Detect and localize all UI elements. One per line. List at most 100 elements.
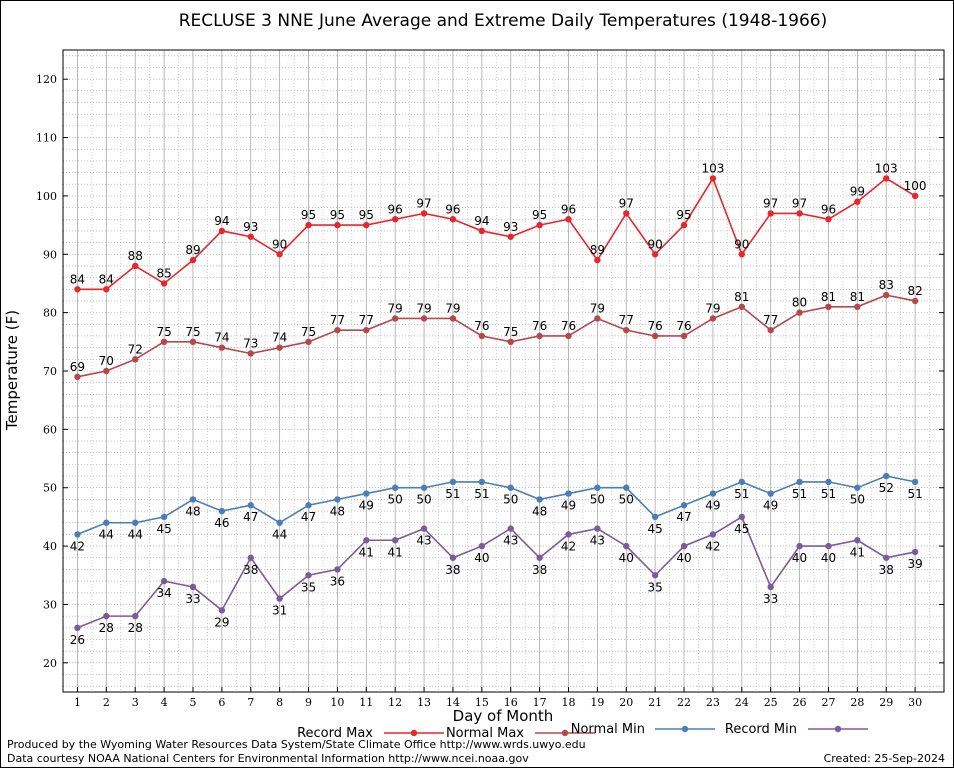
- data-label-record-min: 39: [907, 557, 922, 571]
- data-point-normal-min: [74, 531, 81, 538]
- data-point-normal-max: [449, 315, 457, 322]
- x-tick-label: 19: [590, 696, 604, 709]
- data-label-normal-min: 51: [445, 487, 460, 501]
- data-point-record-max: [911, 192, 919, 200]
- data-point-normal-min: [796, 478, 803, 486]
- x-tick-label: 15: [475, 696, 489, 709]
- x-tick-label: 27: [821, 696, 835, 709]
- data-label-record-min: 45: [734, 522, 749, 536]
- data-label-record-max: 88: [128, 249, 143, 263]
- data-point-normal-min: [507, 484, 514, 491]
- data-point-normal-min: [160, 513, 168, 521]
- data-label-normal-min: 49: [359, 499, 374, 513]
- legend: Record Max Normal Max Normal Min Record Min: [297, 722, 868, 741]
- data-label-normal-max: 81: [850, 290, 865, 304]
- data-label-record-min: 34: [156, 586, 171, 600]
- x-tick-label: 23: [706, 696, 720, 709]
- data-label-normal-max: 75: [503, 325, 518, 339]
- x-tick-label: 26: [793, 696, 807, 709]
- data-point-record-max: [565, 216, 572, 223]
- data-point-normal-min: [911, 478, 919, 486]
- data-point-record-max: [825, 216, 832, 223]
- legend-item-normal-min: Normal Min: [571, 722, 715, 737]
- data-point-normal-max: [854, 303, 861, 310]
- y-tick-label: 90: [43, 248, 57, 261]
- data-label-record-min: 35: [648, 580, 663, 594]
- data-label-normal-max: 76: [676, 319, 691, 333]
- data-label-record-min: 41: [359, 545, 374, 559]
- data-point-normal-min: [738, 478, 746, 486]
- data-point-normal-max: [507, 338, 514, 346]
- data-point-normal-min: [132, 519, 139, 526]
- data-point-record-min: [132, 612, 139, 620]
- series-line-normal-max: [77, 294, 916, 378]
- grid: [63, 50, 944, 692]
- data-label-normal-max: 79: [705, 301, 720, 315]
- x-tick-label: 2: [103, 696, 110, 709]
- data-label-normal-max: 74: [214, 331, 229, 345]
- data-label-record-max: 89: [590, 243, 605, 257]
- data-label-normal-max: 76: [561, 319, 576, 333]
- x-tick-label: 11: [359, 696, 373, 709]
- data-point-normal-min: [449, 478, 457, 486]
- data-label-record-max: 90: [734, 237, 749, 251]
- footer-produced-by: Produced by the Wyoming Water Resources …: [7, 738, 586, 751]
- data-point-record-max: [334, 221, 341, 229]
- data-label-record-min: 40: [619, 551, 634, 565]
- data-label-normal-min: 50: [619, 493, 634, 507]
- data-point-normal-max: [883, 291, 890, 299]
- data-label-normal-max: 72: [128, 342, 143, 356]
- series: 84 84 88 85 89 94 93 90 95 95 95 96 97 96 94 93 95 96 89 97…: [70, 161, 927, 646]
- data-label-record-max: 99: [850, 185, 865, 199]
- x-tick-label: 10: [330, 696, 344, 709]
- data-point-normal-max: [911, 297, 919, 305]
- x-tick-label: 9: [305, 696, 312, 709]
- data-label-normal-min: 50: [416, 493, 431, 507]
- chart-title: RECLUSE 3 NNE June Average and Extreme D…: [179, 11, 828, 31]
- data-point-record-min: [363, 537, 370, 544]
- y-tick-label: 20: [43, 657, 57, 670]
- data-label-normal-max: 75: [301, 325, 316, 339]
- data-label-record-min: 31: [272, 604, 287, 618]
- data-label-record-min: 41: [850, 545, 865, 559]
- data-label-normal-min: 42: [70, 539, 85, 553]
- data-label-record-min: 38: [532, 563, 547, 577]
- data-label-record-min: 38: [879, 563, 894, 577]
- data-point-normal-max: [305, 338, 312, 346]
- data-point-normal-min: [651, 513, 659, 521]
- legend-label-record-max: Record Max: [297, 726, 373, 741]
- data-label-normal-min: 48: [330, 504, 345, 518]
- data-label-record-max: 100: [904, 179, 927, 193]
- data-label-record-max: 90: [648, 237, 663, 251]
- series-normal-min: 42 44 44 45 48 46 47 44 47 48 49 50 50 51 51 50 48 49 50 50…: [70, 472, 923, 553]
- data-point-record-max: [478, 227, 486, 235]
- x-tick-label: 21: [648, 696, 662, 709]
- data-label-normal-max: 79: [416, 301, 431, 315]
- data-label-normal-min: 47: [676, 510, 691, 524]
- data-point-record-min: [738, 513, 746, 521]
- data-label-normal-min: 50: [590, 493, 605, 507]
- data-point-record-min: [276, 595, 283, 602]
- data-point-normal-min: [478, 478, 486, 486]
- data-point-normal-max: [565, 332, 572, 340]
- data-point-normal-max: [623, 326, 630, 334]
- data-point-record-min: [247, 554, 254, 561]
- data-label-record-max: 84: [70, 272, 85, 286]
- data-point-normal-max: [276, 344, 283, 351]
- data-point-record-max: [796, 210, 803, 217]
- data-label-record-min: 28: [128, 621, 143, 635]
- data-point-normal-max: [132, 356, 139, 363]
- y-tick-label: 120: [36, 73, 57, 86]
- x-tick-label: 18: [561, 696, 575, 709]
- x-tick-label: 22: [677, 696, 691, 709]
- data-point-record-max: [391, 216, 399, 223]
- data-point-normal-min: [247, 502, 254, 509]
- data-point-record-max: [536, 221, 543, 229]
- data-label-record-min: 26: [70, 633, 85, 647]
- data-label-normal-max: 76: [532, 319, 547, 333]
- data-label-normal-min: 51: [792, 487, 807, 501]
- data-label-record-max: 97: [792, 196, 807, 210]
- data-point-record-max: [276, 251, 283, 258]
- data-label-record-min: 40: [821, 551, 836, 565]
- data-label-normal-max: 77: [619, 313, 634, 327]
